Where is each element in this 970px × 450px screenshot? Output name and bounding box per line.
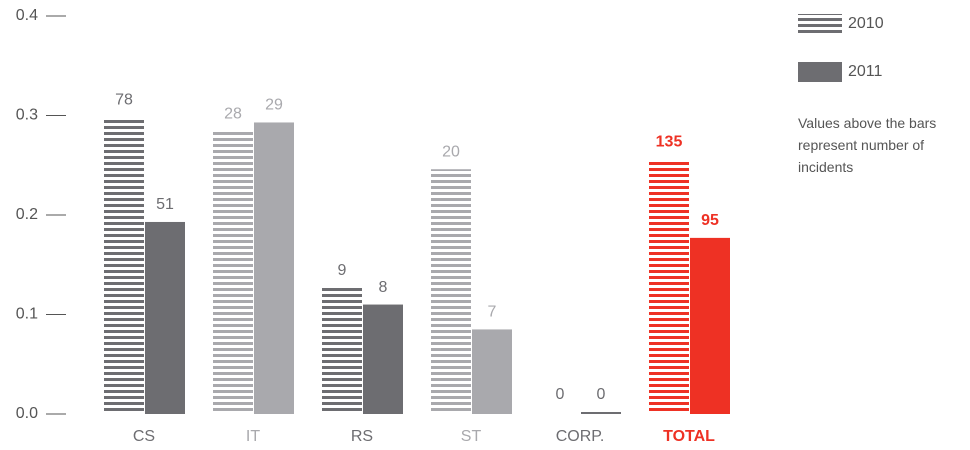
bar-label: 28 (224, 106, 242, 123)
bar-label: 51 (156, 196, 174, 213)
bar (254, 122, 294, 414)
bar (431, 169, 471, 414)
bar (581, 412, 621, 414)
bar-label: 9 (338, 262, 347, 279)
y-tick-label: 0.3 (16, 107, 38, 124)
bar (213, 131, 253, 415)
bar (472, 329, 512, 414)
bar-label: 7 (488, 304, 497, 321)
x-tick-label: ST (461, 428, 482, 445)
bar (690, 237, 730, 414)
legend-swatch (798, 62, 842, 82)
y-tick-label: 0.0 (16, 405, 38, 422)
annotation: Values above the bars represent number o… (798, 115, 937, 175)
legend-label: 2010 (848, 15, 884, 32)
bar (145, 221, 185, 414)
bar-label: 78 (115, 92, 133, 109)
bar-label: 95 (701, 212, 719, 229)
y-tick-label: 0.4 (16, 7, 38, 24)
y-tick-label: 0.2 (16, 206, 38, 223)
legend-label: 2011 (848, 63, 883, 80)
legend-swatch (798, 14, 842, 34)
x-tick-label: RS (351, 428, 373, 445)
bar (322, 287, 362, 414)
x-tick-label: CS (133, 428, 155, 445)
bar-label: 8 (379, 279, 388, 296)
y-tick-label: 0.1 (16, 306, 38, 323)
x-tick-label: CORP. (556, 428, 605, 445)
bar (363, 304, 403, 414)
bar-label: 29 (265, 97, 283, 114)
bar (104, 117, 144, 415)
bar-label: 0 (597, 386, 606, 403)
bar-label: 135 (656, 133, 683, 150)
bar (649, 159, 689, 414)
x-tick-label: TOTAL (663, 428, 715, 445)
bar-label: 20 (442, 143, 460, 160)
x-tick-label: IT (246, 428, 260, 445)
bar-label: 0 (556, 386, 565, 403)
bar (540, 412, 580, 414)
